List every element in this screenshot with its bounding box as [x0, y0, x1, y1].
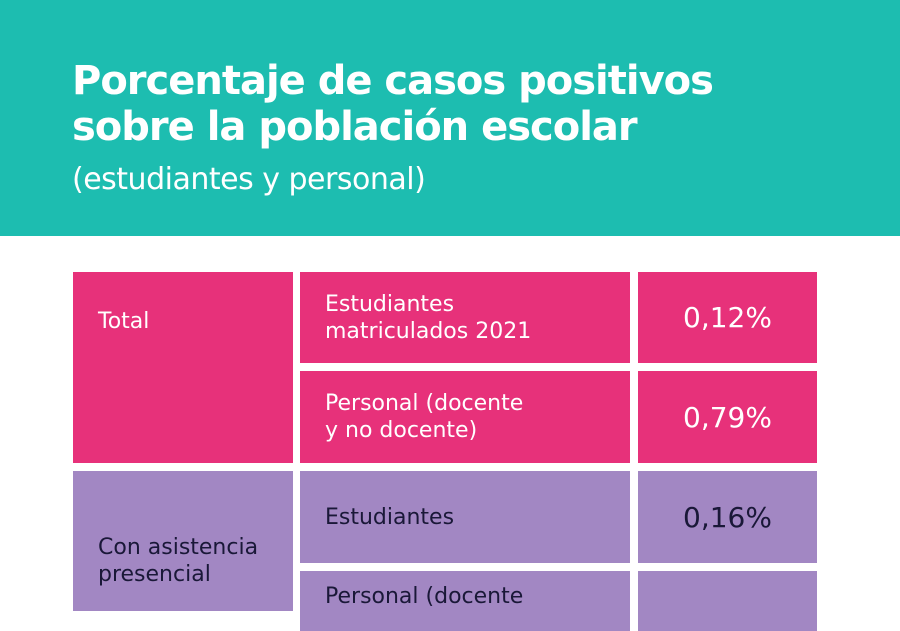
- row-value: 0,16%: [638, 471, 817, 563]
- page-title: Porcentaje de casos positivos sobre la po…: [72, 58, 714, 150]
- row-value: 0,79%: [638, 371, 817, 463]
- row-label: Personal (docente y no docente): [300, 371, 630, 463]
- row-value: 0,12%: [638, 272, 817, 363]
- row-value: [638, 571, 817, 631]
- group-presencial: Con asistencia presencial: [73, 471, 293, 611]
- header: Porcentaje de casos positivos sobre la po…: [0, 0, 900, 236]
- row-label: Estudiantes: [300, 471, 630, 563]
- row-label: Estudiantes matriculados 2021: [300, 272, 630, 363]
- row-label: Personal (docente: [300, 571, 630, 631]
- subtitle: (estudiantes y personal): [72, 162, 426, 197]
- group-total: Total: [73, 272, 293, 463]
